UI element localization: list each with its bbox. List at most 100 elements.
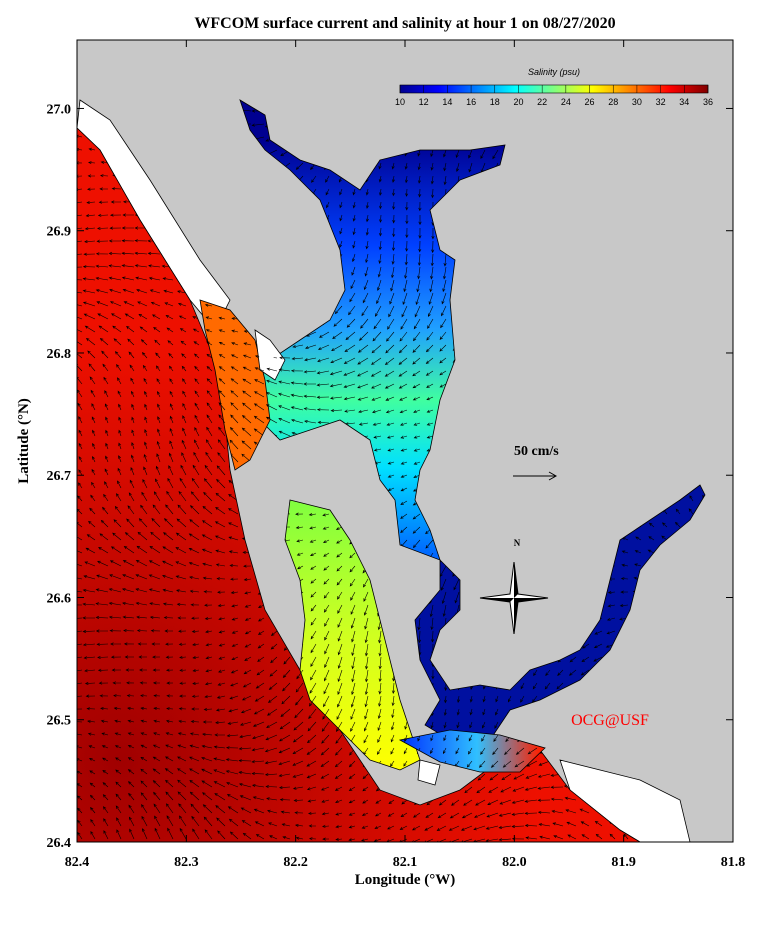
vector — [83, 252, 96, 256]
vector — [391, 253, 395, 265]
vector — [77, 669, 83, 673]
vector — [101, 350, 109, 359]
vector — [109, 560, 122, 567]
vector — [229, 564, 239, 568]
vector — [202, 732, 213, 736]
vector — [391, 266, 395, 279]
vector — [500, 786, 512, 793]
vector — [568, 669, 577, 676]
vector — [357, 357, 369, 365]
vector — [296, 539, 304, 543]
vector — [316, 395, 330, 399]
y-axis-label: Latitude (°N) — [16, 398, 32, 484]
vector — [387, 448, 395, 452]
vector — [281, 695, 291, 705]
vector — [126, 518, 135, 528]
vector — [413, 409, 421, 413]
vector — [385, 396, 395, 401]
vector — [621, 550, 629, 554]
vector — [78, 469, 83, 476]
vector — [141, 815, 148, 827]
vector — [296, 669, 304, 680]
vector — [609, 833, 616, 840]
vector — [86, 187, 96, 191]
vector — [190, 491, 200, 502]
vector — [349, 552, 356, 559]
vector — [82, 277, 96, 281]
vector — [428, 292, 434, 305]
vector — [90, 806, 96, 814]
vector — [141, 351, 148, 359]
vector — [166, 694, 174, 698]
scale-arrow-head — [548, 471, 558, 481]
vector — [87, 161, 96, 165]
vector — [115, 805, 122, 814]
vector — [334, 786, 343, 791]
vector — [240, 721, 252, 726]
vector — [121, 264, 135, 268]
vector — [242, 366, 252, 372]
vector — [176, 602, 187, 607]
vector — [105, 416, 109, 424]
vector — [178, 629, 187, 633]
vector — [405, 214, 409, 225]
vector — [102, 794, 109, 801]
vector — [431, 188, 435, 199]
vector — [77, 214, 83, 218]
vector — [295, 695, 304, 706]
vector — [191, 815, 200, 827]
vector — [242, 390, 252, 398]
vector — [218, 426, 226, 437]
vector — [111, 668, 122, 672]
vector — [351, 669, 356, 683]
vector — [482, 695, 486, 703]
vector — [330, 396, 343, 400]
vector — [225, 770, 239, 775]
vector — [310, 578, 317, 584]
vector — [90, 819, 96, 827]
vector — [83, 575, 96, 580]
vector — [348, 799, 356, 804]
vector — [621, 563, 629, 567]
vector — [404, 734, 408, 743]
vector — [634, 550, 642, 554]
scale-label: 50 cm/s — [514, 444, 559, 459]
vector — [201, 548, 213, 554]
vector — [182, 378, 187, 385]
vector — [537, 773, 551, 778]
vector — [400, 487, 408, 492]
vector — [151, 642, 160, 646]
vector — [166, 327, 174, 333]
vector — [443, 734, 447, 742]
vector — [322, 824, 330, 828]
vector — [387, 812, 395, 817]
x-tick-label: 82.1 — [393, 855, 418, 870]
vector — [91, 481, 96, 489]
vector — [83, 656, 96, 660]
vector — [400, 461, 408, 465]
vector — [373, 448, 382, 452]
vector — [365, 669, 369, 683]
vector — [425, 357, 434, 364]
vector — [339, 227, 343, 235]
vector — [154, 339, 161, 346]
vector — [460, 825, 473, 831]
vector — [581, 656, 590, 662]
vector — [123, 642, 135, 646]
vector — [142, 478, 148, 489]
vector — [398, 370, 408, 377]
vector — [85, 547, 96, 554]
vector — [418, 201, 422, 212]
vector — [116, 817, 122, 827]
vector — [217, 830, 226, 840]
vector — [122, 213, 134, 217]
vector — [134, 264, 148, 268]
vector — [334, 760, 343, 768]
vector — [97, 313, 109, 320]
compass: N — [479, 538, 549, 635]
vector — [191, 694, 200, 698]
vector — [348, 773, 356, 780]
vector — [348, 305, 356, 316]
vector — [387, 461, 395, 465]
vector — [378, 188, 382, 196]
